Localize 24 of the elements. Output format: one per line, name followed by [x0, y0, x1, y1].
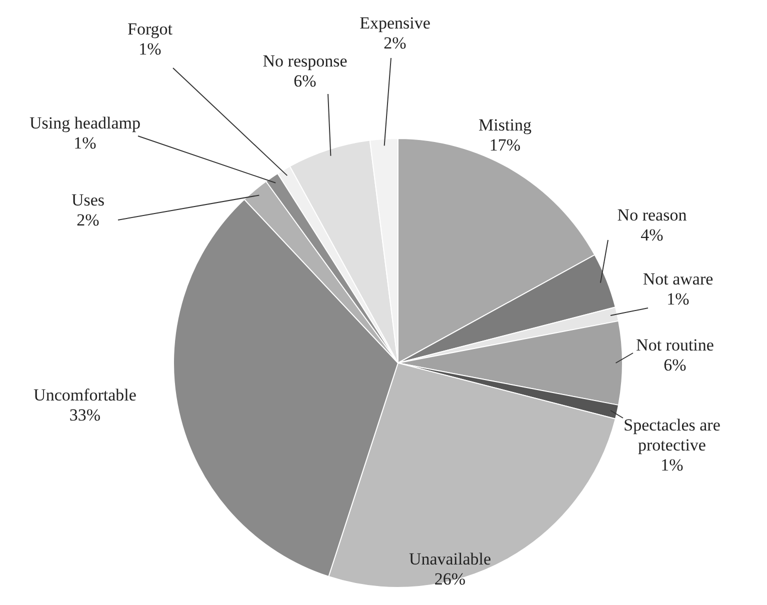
data-label: 1%	[138, 39, 162, 58]
slice-label: Uncomfortable	[34, 385, 136, 404]
slice-label: Not aware	[642, 269, 714, 288]
data-label: 1%	[660, 455, 684, 474]
slice-label: Forgot	[127, 19, 173, 38]
slice-label: Uses	[71, 190, 105, 210]
slice-label: No response	[262, 51, 348, 70]
data-label: 4%	[640, 225, 664, 244]
data-label: 17%	[489, 135, 521, 154]
data-label: 26%	[434, 569, 466, 588]
data-label: 1%	[74, 133, 96, 152]
data-label: 1%	[666, 289, 690, 308]
slice-label: Not routine	[636, 335, 714, 354]
slice-label: Expensive	[360, 13, 430, 32]
data-label: 33%	[69, 405, 101, 424]
data-label: 2%	[76, 210, 100, 230]
slice-label: Misting	[478, 115, 532, 134]
slice-label: Unavailable	[408, 549, 492, 568]
data-label: 6%	[664, 355, 686, 374]
slice-label: Using headlamp	[30, 113, 140, 132]
data-label: 6%	[294, 71, 316, 90]
slice-label: No reason	[617, 205, 688, 224]
data-label: 2%	[384, 33, 406, 52]
slice-label: Spectacles are protective	[624, 415, 720, 454]
